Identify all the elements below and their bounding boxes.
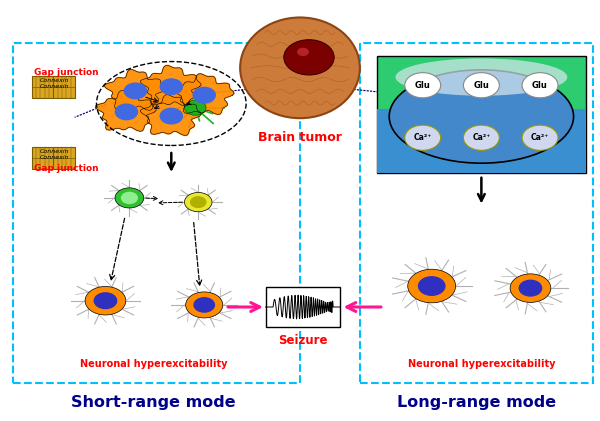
Text: Glu: Glu [473,81,490,90]
Bar [266,287,340,327]
Text: Ca²⁺: Ca²⁺ [472,133,491,142]
Text: Seizure: Seizure [278,334,328,347]
Text: Glu: Glu [532,81,548,90]
Text: Neuronal hyperexcitability: Neuronal hyperexcitability [80,359,227,369]
Text: Long-range mode: Long-range mode [397,395,556,410]
Circle shape [519,280,542,296]
Circle shape [419,277,445,295]
Ellipse shape [395,59,567,96]
Circle shape [115,104,137,120]
Circle shape [121,192,137,203]
Circle shape [284,40,334,75]
Text: Ca²⁺: Ca²⁺ [413,133,432,142]
Text: Gap junction: Gap junction [34,164,98,173]
Bar [32,147,53,169]
Bar [360,43,593,383]
Text: Glu: Glu [415,81,431,90]
Polygon shape [173,74,234,115]
Bar [13,43,300,383]
Circle shape [522,125,558,150]
Polygon shape [95,91,156,131]
Circle shape [463,125,499,150]
Text: Gap junction: Gap junction [34,67,98,77]
Circle shape [160,108,182,124]
Text: Neuronal hyperexcitability: Neuronal hyperexcitability [407,359,555,369]
Circle shape [124,83,146,99]
Text: Short-range mode: Short-range mode [71,395,236,410]
Bar [32,76,53,98]
Circle shape [510,274,551,302]
Text: Connexin: Connexin [40,155,69,160]
Text: Connexin: Connexin [40,84,69,89]
Circle shape [297,48,309,56]
Polygon shape [140,95,201,136]
Bar [53,147,75,169]
Polygon shape [140,65,201,106]
Ellipse shape [389,70,574,163]
Circle shape [184,100,206,115]
Bar [377,109,586,173]
Circle shape [193,87,215,103]
Circle shape [160,79,182,94]
Polygon shape [104,69,165,110]
Text: Connexin: Connexin [40,149,69,154]
Bar [377,56,586,173]
Circle shape [191,197,206,208]
Circle shape [463,73,499,98]
Ellipse shape [240,18,360,118]
Circle shape [85,286,126,315]
Text: Connexin: Connexin [40,78,69,83]
Circle shape [194,298,214,312]
Circle shape [185,292,223,318]
Circle shape [184,192,212,212]
Circle shape [115,188,144,208]
Circle shape [408,269,455,303]
Circle shape [405,73,440,98]
Circle shape [405,125,440,150]
Text: Ca²⁺: Ca²⁺ [531,133,549,142]
Bar [53,76,75,98]
Circle shape [94,293,116,309]
Text: Brain tumor: Brain tumor [258,131,342,144]
Circle shape [522,73,558,98]
